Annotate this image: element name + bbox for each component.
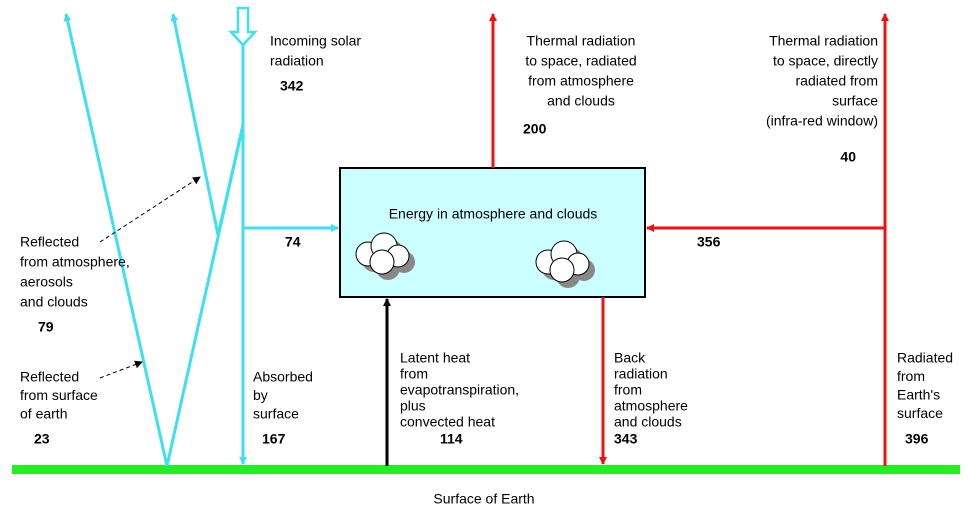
flow-label: Back: [614, 350, 646, 366]
flow-value: 40: [840, 149, 856, 165]
flow-label: and clouds: [614, 414, 682, 430]
flow-value: 79: [38, 319, 54, 335]
flow-value: 343: [614, 431, 638, 447]
flow-value: 167: [262, 431, 286, 447]
flow-label: atmosphere: [614, 398, 688, 414]
flow-label: from: [614, 382, 642, 398]
pointer-arrows: [99, 176, 201, 379]
flow-label: Thermal radiation: [527, 33, 636, 49]
flow-label: radiation: [270, 53, 324, 69]
red-arrows: [489, 13, 889, 466]
flow-label: (infra-red window): [766, 113, 878, 129]
flow-label: to space, radiated: [525, 53, 636, 69]
flow-label: Absorbed: [253, 369, 313, 385]
flow-label: Thermal radiation: [769, 33, 878, 49]
flow-label: Incoming solar: [270, 33, 361, 49]
flow-label: radiated from: [796, 73, 878, 89]
flow-value: 23: [34, 431, 50, 447]
flow-label: and clouds: [20, 294, 88, 310]
flow-label: to space, directly: [773, 53, 878, 69]
cyan-arrows: [63, 6, 339, 467]
ground: [12, 465, 960, 474]
flow-label: from atmosphere: [528, 73, 634, 89]
flow-label: Latent heat: [400, 350, 470, 366]
arrow-value: 74: [285, 234, 301, 250]
box-label: Energy in atmosphere and clouds: [389, 206, 598, 222]
flow-label: surface: [253, 406, 299, 422]
flow-label: surface: [897, 405, 943, 421]
flow-value: 396: [905, 431, 929, 447]
flow-label: plus: [400, 398, 426, 414]
clouds: [355, 232, 595, 288]
flow-label: by: [253, 387, 268, 403]
flow-label: convected heat: [400, 414, 495, 430]
flow-label: from atmosphere,: [20, 254, 130, 270]
flow-label: Earth's: [897, 387, 940, 403]
flow-label: surface: [832, 93, 878, 109]
flow-label: of earth: [20, 406, 67, 422]
flow-value: 342: [280, 78, 304, 94]
flow-label: from: [897, 368, 925, 384]
flow-label: from: [400, 366, 428, 382]
arrow-value: 356: [697, 234, 721, 250]
flow-label: evapotranspiration,: [400, 382, 519, 398]
flow-label: and clouds: [547, 93, 615, 109]
flow-label: aerosols: [20, 274, 73, 290]
flow-label: Reflected: [20, 369, 79, 385]
flow-label: Reflected: [20, 234, 79, 250]
flow-value: 200: [523, 121, 547, 137]
flow-label: Radiated: [897, 350, 953, 366]
flow-label: from surface: [20, 387, 98, 403]
surface-label: Surface of Earth: [433, 491, 534, 507]
flow-label: radiation: [614, 366, 668, 382]
flow-value: 114: [440, 431, 463, 447]
